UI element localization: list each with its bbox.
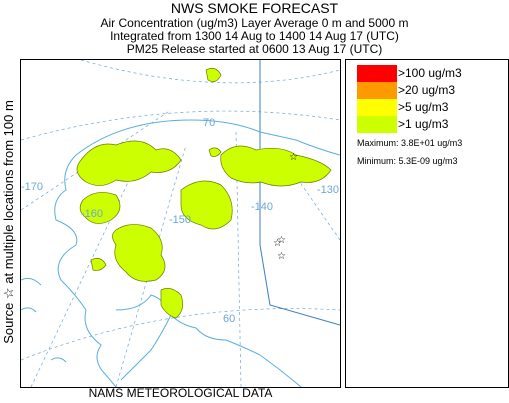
legend-label: >100 ug/m3 [398, 66, 462, 80]
plume-north-central [205, 68, 222, 82]
legend-label: >1 ug/m3 [398, 117, 449, 131]
forecast-title: NWS SMOKE FORECAST [170, 0, 339, 16]
legend-swatch [357, 65, 397, 82]
meteorological-data-label: NAMS METEOROLOGICAL DATA [88, 386, 273, 400]
graticule-labels: 70 60 -170 -160 -150 -140 -130 [21, 117, 339, 325]
lon-150-label: -150 [169, 214, 191, 226]
release-start: PM25 Release started at 0600 13 Aug 17 (… [126, 42, 383, 56]
maximum-value: Maximum: 3.8E+01 ug/m3 [357, 138, 463, 148]
lon-160-line [30, 154, 142, 387]
plume-central-south [112, 224, 166, 282]
source-markers: ☆ ☆ ☆ ☆ [273, 152, 298, 262]
legend-item-20: >20 ug/m3 [357, 82, 497, 99]
plume-central [180, 180, 233, 230]
concentration-description: Air Concentration (ug/m3) Layer Average … [100, 16, 409, 30]
plume-south [160, 288, 183, 319]
smoke-plumes [76, 68, 332, 319]
coastline [21, 119, 340, 387]
lon-160-label: -160 [81, 208, 103, 220]
lat-arc-north [80, 60, 340, 84]
legend-swatch [357, 116, 397, 133]
plume-east [220, 145, 332, 187]
source-star-1: ☆ [273, 238, 282, 249]
lon-170-label: -170 [21, 181, 43, 193]
legend-item-1: >1 ug/m3 [357, 116, 497, 133]
lat-60-label: 60 [223, 313, 235, 325]
plume-southwest [90, 258, 107, 271]
legend-item-100: >100 ug/m3 [357, 65, 497, 82]
plume-west [79, 192, 121, 224]
source-star-2: ☆ [277, 235, 286, 246]
plume-east-small [208, 147, 222, 157]
lon-140-label: -140 [251, 201, 273, 213]
graticule [21, 60, 340, 387]
legend: >100 ug/m3 >20 ug/m3 >5 ug/m3 >1 ug/m3 M… [345, 59, 509, 388]
legend-swatch [357, 82, 397, 99]
legend-swatch [357, 99, 397, 116]
lon-130-label: -130 [317, 184, 339, 196]
source-star-4: ☆ [289, 152, 298, 163]
plume-northwest [76, 140, 182, 186]
source-location-label: Source ☆ at multiple locations from 100 … [1, 100, 16, 344]
lat-60-line [21, 308, 340, 361]
smoke-map: ☆ ☆ ☆ ☆ 70 60 -170 -160 -150 -140 -130 [20, 59, 341, 388]
lon-140-line [235, 129, 242, 387]
map-canvas: ☆ ☆ ☆ ☆ 70 60 -170 -160 -150 -140 -130 [21, 60, 340, 387]
lat-70-label: 70 [203, 117, 215, 129]
legend-label: >20 ug/m3 [398, 83, 456, 97]
legend-label: >5 ug/m3 [398, 100, 449, 114]
source-star-3: ☆ [277, 251, 286, 262]
lat-70-line [21, 110, 340, 141]
minimum-value: Minimum: 5.3E-09 ug/m3 [357, 156, 458, 166]
integration-period: Integrated from 1300 14 Aug to 1400 14 A… [110, 29, 399, 43]
legend-item-5: >5 ug/m3 [357, 99, 497, 116]
